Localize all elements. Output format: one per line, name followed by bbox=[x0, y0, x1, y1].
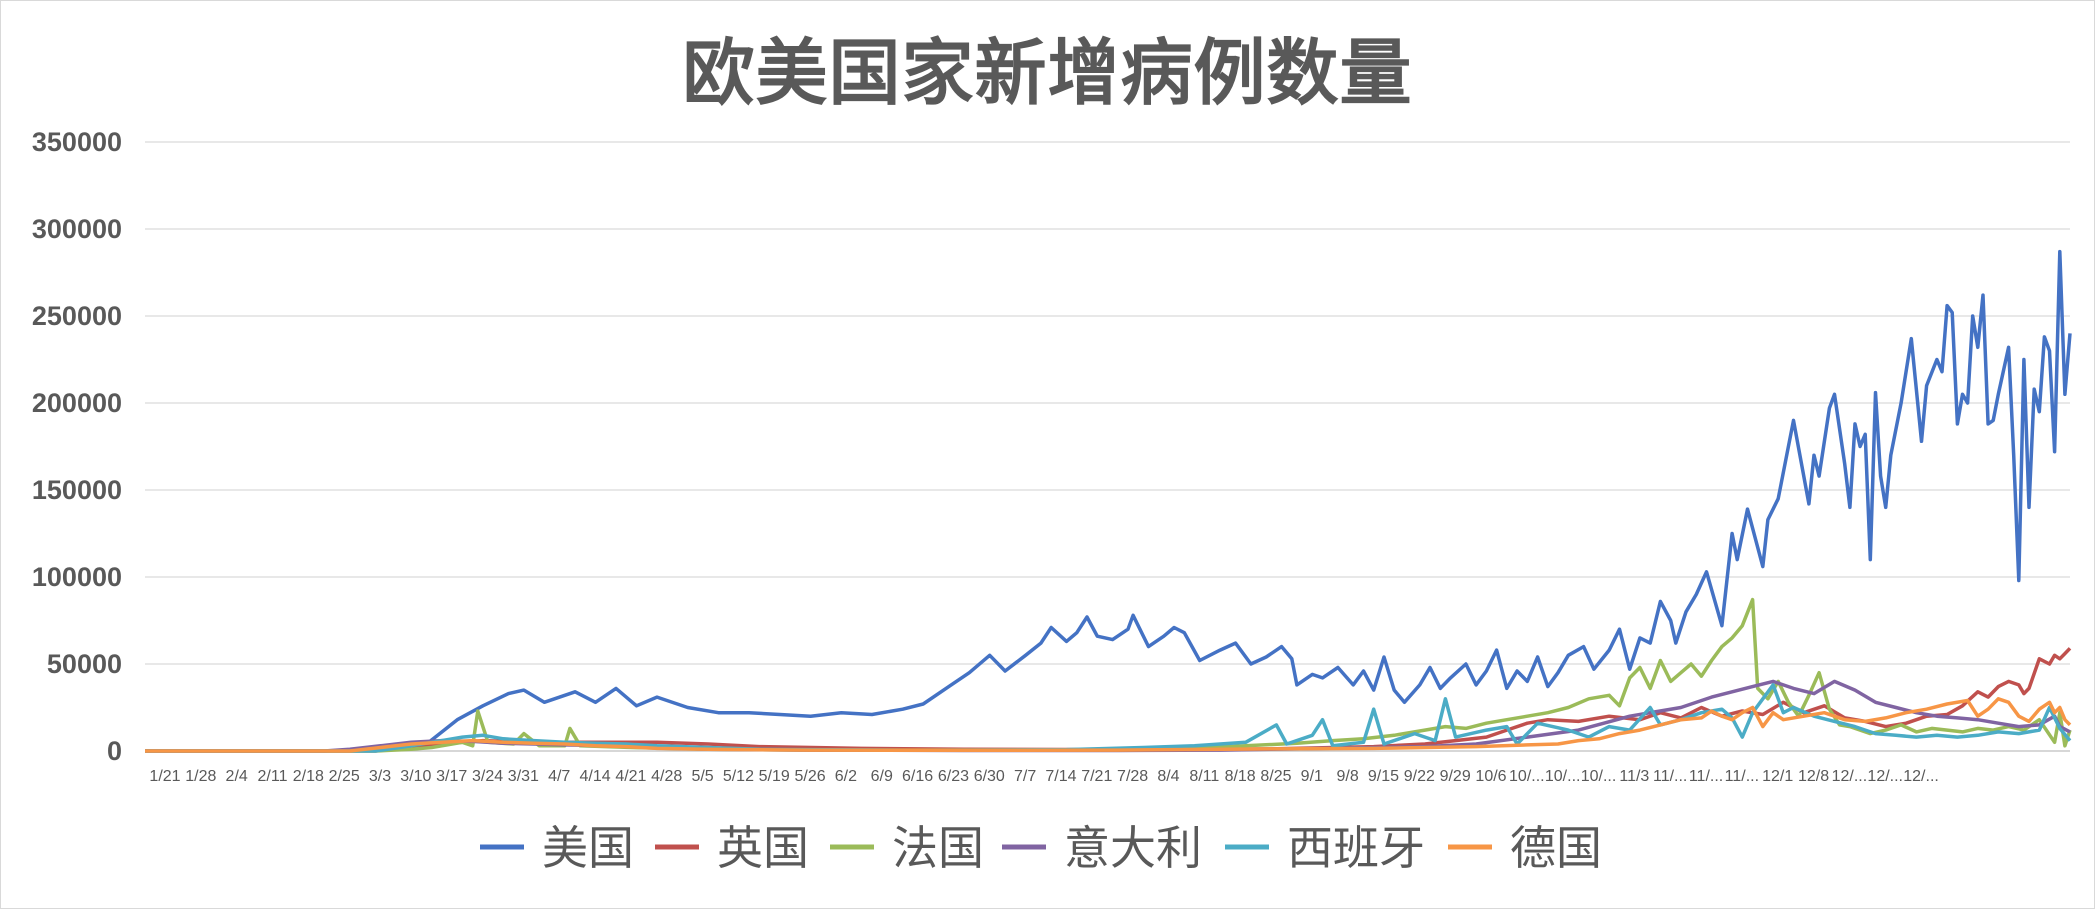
x-tick-label: 9/8 bbox=[1337, 768, 1359, 785]
y-tick-label: 50000 bbox=[47, 649, 122, 679]
x-tick-label: 2/25 bbox=[329, 768, 360, 785]
x-tick-label: 12/8 bbox=[1798, 768, 1829, 785]
legend-item: 德国 bbox=[1448, 821, 1602, 875]
legend: 美国 英国 法国 意大利 西班牙 德国 bbox=[480, 821, 1602, 875]
series-line-2 bbox=[145, 597, 2072, 753]
x-tick-label: 3/31 bbox=[508, 768, 539, 785]
legend-label: 德国 bbox=[1510, 821, 1602, 875]
x-tick-label: 4/21 bbox=[615, 768, 646, 785]
x-tick-label: 6/30 bbox=[974, 768, 1005, 785]
x-tick-label: 7/28 bbox=[1117, 768, 1148, 785]
series-line-1 bbox=[145, 647, 2072, 753]
legend-label: 意大利 bbox=[1064, 821, 1202, 875]
x-tick-label: 8/18 bbox=[1225, 768, 1256, 785]
legend-item: 意大利 bbox=[1002, 821, 1202, 875]
x-tick-label: 11/3 bbox=[1619, 768, 1649, 785]
x-tick-label: 1/21 bbox=[149, 768, 180, 785]
x-tick-label: 5/5 bbox=[691, 768, 713, 785]
x-tick-label: 10/6 bbox=[1475, 768, 1506, 785]
x-tick-label: 7/14 bbox=[1045, 768, 1076, 785]
gridlines bbox=[145, 141, 2070, 752]
x-tick-label: 7/7 bbox=[1014, 768, 1036, 785]
x-tick-label: 9/1 bbox=[1301, 768, 1323, 785]
x-tick-label: 6/9 bbox=[871, 768, 893, 785]
y-tick-label: 200000 bbox=[32, 388, 122, 418]
x-tick-label: 11/... bbox=[1725, 768, 1759, 785]
series-lines bbox=[145, 249, 2072, 753]
y-tick-label: 350000 bbox=[32, 127, 122, 157]
x-tick-label: 4/7 bbox=[548, 768, 570, 785]
x-tick-label: 12/... bbox=[1867, 768, 1903, 785]
legend-label: 法国 bbox=[892, 821, 984, 875]
x-tick-label: 6/23 bbox=[938, 768, 969, 785]
x-tick-label: 5/26 bbox=[795, 768, 826, 785]
x-tick-label: 9/15 bbox=[1368, 768, 1399, 785]
y-tick-label: 250000 bbox=[32, 301, 122, 331]
x-tick-label: 8/11 bbox=[1189, 768, 1219, 785]
x-tick-label: 5/12 bbox=[723, 768, 754, 785]
x-tick-label: 11/... bbox=[1689, 768, 1723, 785]
x-tick-label: 5/19 bbox=[759, 768, 790, 785]
x-tick-label: 10/... bbox=[1581, 768, 1617, 785]
chart-title: 欧美国家新增病例数量 bbox=[682, 31, 1413, 115]
x-tick-label: 2/11 bbox=[258, 768, 288, 785]
x-tick-label: 6/2 bbox=[835, 768, 857, 785]
y-axis-ticks: 0 50000 100000 150000 200000 250000 300000 3500… bbox=[32, 127, 122, 766]
y-tick-label: 0 bbox=[107, 736, 122, 766]
x-tick-label: 8/25 bbox=[1260, 768, 1291, 785]
x-tick-label: 3/3 bbox=[369, 768, 391, 785]
x-tick-label: 2/4 bbox=[226, 768, 248, 785]
x-tick-label: 10/... bbox=[1545, 768, 1581, 785]
x-tick-label: 11/... bbox=[1653, 768, 1687, 785]
legend-item: 西班牙 bbox=[1225, 821, 1425, 875]
x-tick-label: 4/14 bbox=[579, 768, 610, 785]
legend-item: 法国 bbox=[830, 821, 984, 875]
series-line-5 bbox=[145, 697, 2072, 753]
x-tick-label: 8/4 bbox=[1157, 768, 1179, 785]
x-tick-label: 3/10 bbox=[400, 768, 431, 785]
x-tick-label: 10/... bbox=[1509, 768, 1545, 785]
x-tick-label: 7/21 bbox=[1081, 768, 1112, 785]
x-axis-ticks: 1/21 1/28 2/4 2/11 2/18 2/25 3/3 3/10 3/17 3/24 3/… bbox=[149, 768, 1938, 785]
x-tick-label: 2/18 bbox=[293, 768, 324, 785]
series-line-4 bbox=[145, 683, 2072, 753]
x-tick-label: 12/... bbox=[1903, 768, 1939, 785]
x-tick-label: 4/28 bbox=[651, 768, 682, 785]
x-tick-label: 1/28 bbox=[185, 768, 216, 785]
y-tick-label: 150000 bbox=[32, 475, 122, 505]
legend-label: 英国 bbox=[717, 821, 809, 875]
x-tick-label: 12/... bbox=[1832, 768, 1868, 785]
x-tick-label: 3/24 bbox=[472, 768, 503, 785]
x-tick-label: 12/1 bbox=[1762, 768, 1793, 785]
legend-label: 西班牙 bbox=[1287, 821, 1425, 875]
y-tick-label: 300000 bbox=[32, 214, 122, 244]
y-tick-label: 100000 bbox=[32, 562, 122, 592]
x-tick-label: 9/29 bbox=[1440, 768, 1471, 785]
x-tick-label: 9/22 bbox=[1404, 768, 1435, 785]
x-tick-label: 3/17 bbox=[436, 768, 467, 785]
x-tick-label: 6/16 bbox=[902, 768, 933, 785]
legend-item: 英国 bbox=[655, 821, 809, 875]
legend-item: 美国 bbox=[480, 821, 634, 875]
series-line-0 bbox=[145, 249, 2072, 753]
legend-label: 美国 bbox=[542, 821, 634, 875]
